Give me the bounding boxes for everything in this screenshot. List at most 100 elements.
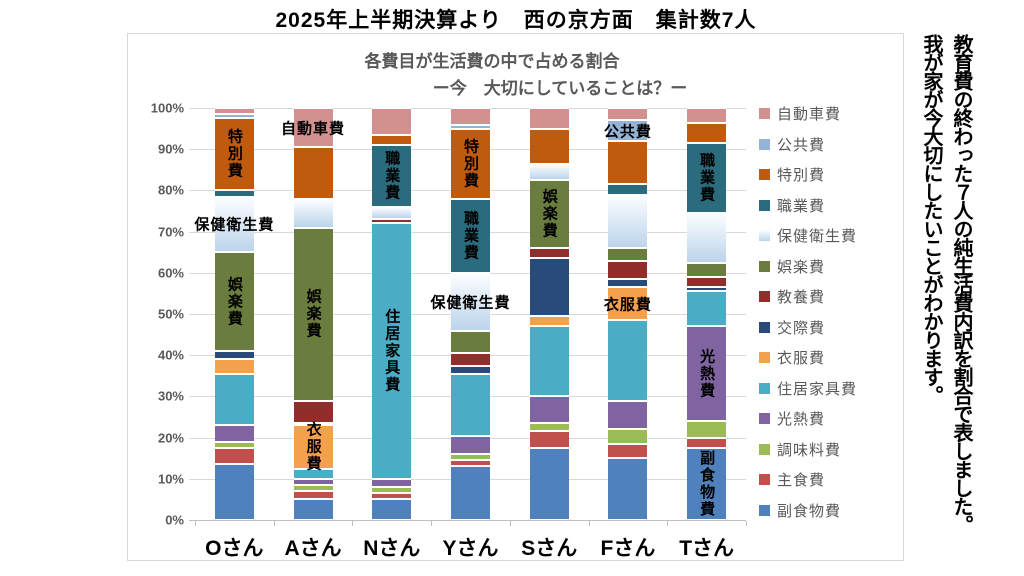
bar-segment-住居家具費 <box>293 468 333 479</box>
legend-label: 交際費 <box>777 319 826 337</box>
page-title: 2025年上半期決算より 西の京方面 集計数7人 <box>275 9 757 32</box>
bar-segment-光熱費 <box>372 478 412 488</box>
y-tick-label: 70% <box>157 224 184 240</box>
legend-item-娯楽費: 娯楽費 <box>759 256 899 277</box>
bar-segment-特別費 <box>372 134 412 146</box>
bar-label-特別費: 特別費 <box>462 138 479 190</box>
side-note-line-1: 教育費の終わった７人の純生活費内訳を割合で表しました。 <box>950 34 972 534</box>
bar-segment-自動車費 <box>372 108 412 135</box>
bar-segment-副食物費 <box>608 458 648 520</box>
bar-segment-公共費 <box>451 124 490 129</box>
bar-segment-自動車費 <box>687 108 727 123</box>
legend-swatch-icon <box>759 474 770 486</box>
bar-segment-自動車費 <box>529 108 569 129</box>
bar-Fさん <box>608 108 648 520</box>
legend-item-交際費: 交際費 <box>759 317 899 338</box>
bar-segment-衣服費 <box>293 425 333 469</box>
y-tick-label: 50% <box>157 306 184 322</box>
legend-label: 調味料費 <box>777 441 842 459</box>
bar-segment-特別費 <box>214 118 254 191</box>
y-tick-label: 40% <box>157 347 184 363</box>
bar-segment-保健衛生費 <box>372 206 412 220</box>
bar-segment-職業費 <box>608 184 648 195</box>
bar-segment-光熱費 <box>293 478 333 485</box>
bar-segment-主食費 <box>293 491 333 500</box>
bar-segment-調味料費 <box>372 487 412 494</box>
bar-segment-住居家具費 <box>451 373 490 436</box>
y-tick-label: 20% <box>157 430 184 446</box>
bar-segment-調味料費 <box>214 441 254 448</box>
y-tick-label: 80% <box>157 182 184 198</box>
bar-segment-公共費 <box>608 120 648 142</box>
bar-segment-交際費 <box>451 365 490 374</box>
bar-segment-副食物費 <box>293 499 333 520</box>
bar-segment-娯楽費 <box>214 252 254 352</box>
legend-label: 衣服費 <box>777 350 826 368</box>
bar-label-職業費: 職業費 <box>698 152 716 204</box>
bar-segment-光熱費 <box>529 396 569 424</box>
bar-segment-教養費 <box>529 248 569 259</box>
legend-swatch-icon <box>759 291 770 303</box>
legend-swatch-icon <box>759 230 770 242</box>
bar-segment-衣服費 <box>214 359 254 374</box>
bar-label-衣服費: 衣服費 <box>304 421 322 473</box>
bar-label-衣服費: 衣服費 <box>603 296 652 314</box>
bar-segment-特別費 <box>687 122 727 144</box>
bar-Nさん <box>372 108 412 520</box>
y-tick-label: 30% <box>157 388 184 404</box>
bar-Sさん <box>529 108 569 520</box>
bar-label-特別費: 特別費 <box>225 128 243 180</box>
axis-tick <box>195 521 196 526</box>
legend-label: 自動車費 <box>777 106 842 123</box>
bar-segment-職業費 <box>214 190 254 197</box>
bar-segment-交際費 <box>293 423 333 426</box>
axis-tick <box>588 521 590 526</box>
bar-segment-副食物費 <box>687 447 727 520</box>
legend-item-調味料費: 調味料費 <box>759 439 899 460</box>
legend-swatch-icon <box>759 260 770 272</box>
bar-Tさん <box>687 108 727 520</box>
legend-label: 主食費 <box>777 472 826 490</box>
bar-label-住居家具費: 住居家具費 <box>383 308 401 394</box>
x-category-label: Yさん <box>442 537 499 560</box>
bar-label-娯楽費: 娯楽費 <box>304 288 322 340</box>
bar-label-娯楽費: 娯楽費 <box>540 188 558 240</box>
legend-label: 光熱費 <box>777 411 826 429</box>
x-category-label: Aさん <box>284 537 342 560</box>
bar-segment-主食費 <box>608 443 648 459</box>
bar-segment-職業費 <box>451 198 490 273</box>
y-tick-label: 100% <box>150 100 184 116</box>
bar-segment-衣服費 <box>608 287 648 321</box>
legend-label: 職業費 <box>777 197 826 215</box>
bar-segment-特別費 <box>293 147 333 199</box>
axis-tick <box>667 521 669 526</box>
axis-tick <box>431 521 433 526</box>
bar-label-職業費: 職業費 <box>383 150 401 202</box>
bar-label-光熱費: 光熱費 <box>698 348 716 400</box>
x-category-label: Sさん <box>521 537 578 560</box>
bar-Oさん <box>214 108 254 520</box>
bar-segment-調味料費 <box>529 423 569 432</box>
legend-item-住居家具費: 住居家具費 <box>759 378 899 399</box>
bar-segment-娯楽費 <box>293 227 333 401</box>
bar-segment-特別費 <box>608 141 648 185</box>
bar-segment-特別費 <box>529 128 569 164</box>
legend-swatch-icon <box>759 321 770 333</box>
bar-segment-光熱費 <box>687 326 727 422</box>
legend-item-自動車費: 自動車費 <box>759 103 899 124</box>
bar-segment-光熱費 <box>608 400 648 430</box>
legend-item-主食費: 主食費 <box>759 469 899 490</box>
bar-segment-交際費 <box>608 279 648 288</box>
legend-item-衣服費: 衣服費 <box>759 347 899 368</box>
y-tick-label: 60% <box>157 265 184 281</box>
legend-swatch-icon <box>759 199 770 211</box>
legend-item-副食物費: 副食物費 <box>759 500 899 521</box>
bar-segment-保健衛生費 <box>293 198 333 228</box>
legend-swatch-icon <box>759 352 770 364</box>
bar-label-職業費: 職業費 <box>462 210 479 262</box>
x-category-label: Fさん <box>600 537 656 560</box>
bar-segment-職業費 <box>687 143 727 214</box>
side-note-line-2: 我が家が今大切にしたいことがわかります。 <box>920 34 942 404</box>
bar-segment-娯楽費 <box>451 330 490 354</box>
